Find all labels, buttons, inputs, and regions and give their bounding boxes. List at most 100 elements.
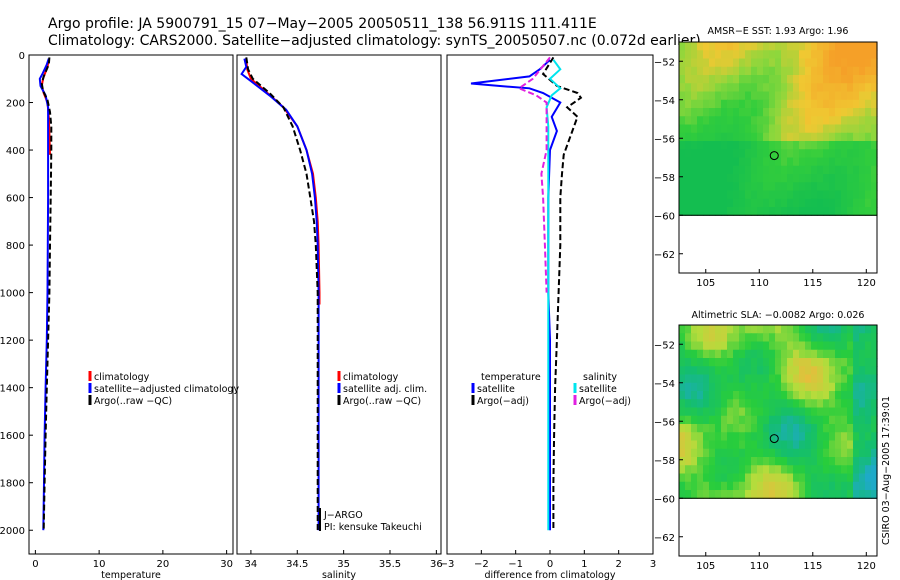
- map-cell: [769, 207, 776, 216]
- map-cell: [757, 391, 764, 400]
- map-cell: [691, 182, 698, 192]
- map-cell: [811, 481, 818, 491]
- map-cell: [841, 440, 848, 450]
- map-cell: [715, 165, 722, 175]
- map-cell: [703, 448, 710, 458]
- map-cell: [793, 374, 800, 384]
- map-cell: [745, 141, 752, 150]
- map-cell: [799, 83, 806, 93]
- map-cell: [769, 440, 776, 450]
- map-cell: [835, 391, 842, 400]
- map-cell: [703, 473, 710, 483]
- map-cell: [709, 415, 716, 425]
- map-cell: [865, 349, 872, 359]
- map-cell: [709, 341, 716, 351]
- map-frame: [678, 324, 878, 557]
- map-cell: [835, 399, 842, 409]
- map-cell: [751, 99, 758, 109]
- map-cell: [847, 50, 854, 60]
- map-cell: [859, 407, 866, 417]
- map-cell: [721, 382, 728, 392]
- map-cell: [799, 66, 806, 76]
- map-cell: [823, 440, 830, 450]
- map-cell: [811, 58, 818, 68]
- map-cell: [859, 325, 866, 334]
- map-cell: [859, 440, 866, 450]
- map-cell: [685, 333, 692, 343]
- map-cell: [823, 132, 830, 142]
- map-cell: [685, 473, 692, 483]
- map-cell: [859, 50, 866, 60]
- map-cell: [721, 91, 728, 101]
- map-cell: [847, 165, 854, 175]
- map-x-tick-label: 120: [857, 278, 876, 289]
- map-cell: [817, 207, 824, 216]
- map-cell: [679, 83, 686, 93]
- map-cell: [841, 157, 848, 167]
- map-cell: [799, 473, 806, 483]
- map-cell: [835, 174, 842, 183]
- x-tick-label: 1: [581, 559, 587, 570]
- map-cell: [841, 182, 848, 192]
- map-cell: [679, 207, 686, 216]
- map-cell: [679, 174, 686, 183]
- map-cell: [751, 407, 758, 417]
- map-cell: [733, 490, 740, 499]
- map-cell: [751, 58, 758, 68]
- map-cell: [865, 490, 872, 499]
- x-tick-label: −2: [474, 559, 489, 570]
- map-cell: [697, 481, 704, 491]
- map-cell: [763, 399, 770, 409]
- map-cell: [865, 58, 872, 68]
- map-cell: [715, 366, 722, 376]
- map-cell: [769, 473, 776, 483]
- map-cell: [685, 366, 692, 376]
- map-cell: [871, 440, 878, 450]
- map-cell: [853, 132, 860, 142]
- map-y-tick-label: −60: [654, 494, 675, 505]
- map-cell: [805, 358, 812, 367]
- map-cell: [781, 465, 788, 475]
- map-cell: [751, 157, 758, 167]
- map-cell: [721, 190, 728, 200]
- map-cell: [685, 58, 692, 68]
- map-cell: [853, 99, 860, 109]
- map-cell: [835, 349, 842, 359]
- map-cell: [787, 108, 794, 117]
- map-cell: [787, 75, 794, 84]
- map-cell: [841, 116, 848, 126]
- map-cell: [865, 457, 872, 466]
- map-cell: [817, 124, 824, 134]
- map-cell: [817, 116, 824, 126]
- map-cell: [817, 75, 824, 84]
- map-cell: [679, 198, 686, 208]
- y-tick-label: 200: [6, 99, 25, 110]
- map-cell: [829, 424, 836, 433]
- map-cell: [733, 481, 740, 491]
- map-cell: [745, 490, 752, 499]
- map-cell: [775, 42, 782, 51]
- map-cell: [691, 50, 698, 60]
- map-cell: [823, 124, 830, 134]
- map-cell: [805, 448, 812, 458]
- map-cell: [727, 165, 734, 175]
- map-cell: [859, 198, 866, 208]
- map-cell: [685, 99, 692, 109]
- map-cell: [859, 99, 866, 109]
- map-cell: [865, 481, 872, 491]
- map-cell: [709, 448, 716, 458]
- map-cell: [823, 448, 830, 458]
- map-cell: [679, 391, 686, 400]
- map-cell: [811, 157, 818, 167]
- map-cell: [709, 66, 716, 76]
- map-cell: [739, 124, 746, 134]
- map-cell: [697, 182, 704, 192]
- map-cell: [841, 132, 848, 142]
- map-cell: [751, 457, 758, 466]
- map-cell: [853, 391, 860, 400]
- map-cell: [745, 399, 752, 409]
- x-tick-label: 35: [337, 559, 350, 570]
- map-cell: [859, 174, 866, 183]
- map-cell: [871, 157, 878, 167]
- map-cell: [793, 50, 800, 60]
